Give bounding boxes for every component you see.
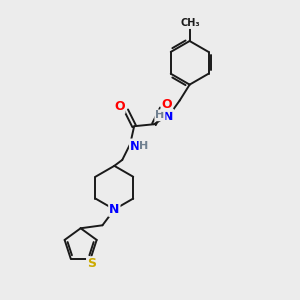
Text: H: H [155, 110, 164, 120]
Text: S: S [87, 257, 96, 270]
Text: N: N [130, 140, 140, 152]
Text: CH₃: CH₃ [181, 18, 200, 28]
Text: H: H [140, 141, 149, 151]
Text: N: N [163, 110, 173, 123]
Text: N: N [109, 203, 119, 216]
Text: O: O [161, 98, 172, 111]
Text: O: O [114, 100, 124, 113]
